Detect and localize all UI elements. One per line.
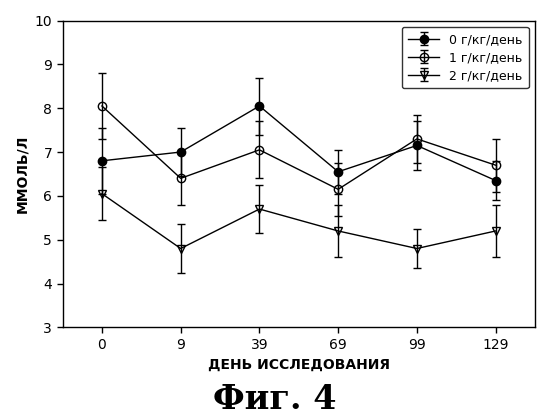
X-axis label: ДЕНЬ ИССЛЕДОВАНИЯ: ДЕНЬ ИССЛЕДОВАНИЯ bbox=[208, 357, 390, 371]
Legend: 0 г/кг/день, 1 г/кг/день, 2 г/кг/день: 0 г/кг/день, 1 г/кг/день, 2 г/кг/день bbox=[402, 27, 529, 88]
Y-axis label: ММОЛЬ/Л: ММОЛЬ/Л bbox=[15, 135, 29, 213]
Text: Фиг. 4: Фиг. 4 bbox=[213, 383, 337, 416]
